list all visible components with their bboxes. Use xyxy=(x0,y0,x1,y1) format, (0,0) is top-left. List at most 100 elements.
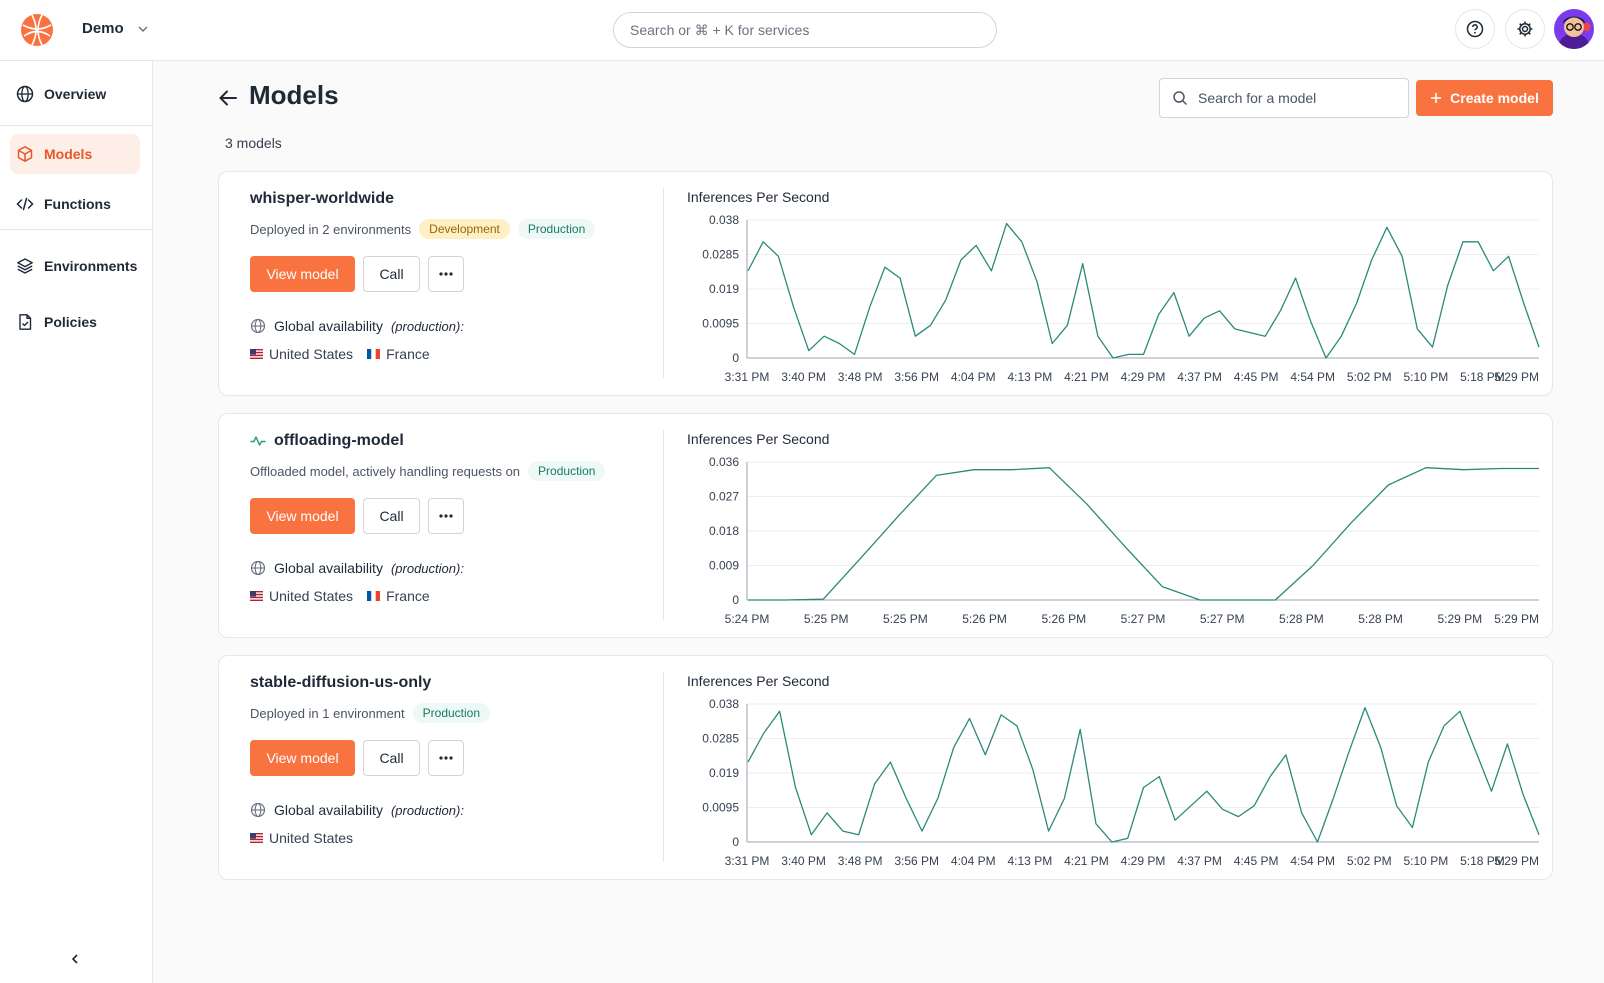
model-description: Deployed in 1 environment Production xyxy=(250,703,491,723)
x-tick-label: 4:37 PM xyxy=(1177,854,1222,868)
inferences-chart: 0 0.009 0.018 0.027 0.036 5:24 PM 5:25 PM 5:25 … xyxy=(709,455,1539,626)
availability-env: (production): xyxy=(390,318,464,334)
inferences-chart: 0 0.0095 0.019 0.0285 0.038 3:31 PM 3:40 PM 3:4… xyxy=(702,213,1540,384)
card-divider xyxy=(663,430,664,620)
card-divider xyxy=(663,188,664,378)
call-button[interactable]: Call xyxy=(363,740,420,776)
ellipsis-icon xyxy=(439,514,453,518)
x-tick-label: 4:54 PM xyxy=(1290,370,1335,384)
document-check-icon xyxy=(19,314,32,330)
more-options-button[interactable] xyxy=(428,498,464,534)
gear-icon xyxy=(1517,21,1533,37)
help-icon xyxy=(1466,20,1484,38)
model-name: whisper-worldwide xyxy=(250,190,394,208)
x-tick-label: 4:45 PM xyxy=(1234,854,1279,868)
globe-icon xyxy=(250,318,266,334)
x-tick-label: 5:10 PM xyxy=(1404,370,1449,384)
sidebar: Overview Models Functions Environments P… xyxy=(0,61,153,983)
region-name: United States xyxy=(269,346,354,362)
model-card-info: offloading-model Offloaded model, active… xyxy=(219,414,664,637)
sidebar-item-label: Overview xyxy=(44,86,107,102)
globe-icon xyxy=(16,85,34,103)
x-tick-label: 5:24 PM xyxy=(725,612,770,626)
globe-icon xyxy=(250,560,266,576)
search-icon xyxy=(1173,91,1188,106)
x-tick-label: 4:54 PM xyxy=(1290,854,1335,868)
chart-title: Inferences Per Second xyxy=(687,431,830,447)
x-tick-label: 5:02 PM xyxy=(1347,370,1392,384)
france-flag-icon xyxy=(367,349,381,359)
y-tick-label: 0.038 xyxy=(709,213,739,227)
more-options-button[interactable] xyxy=(428,740,464,776)
region-name: France xyxy=(386,588,430,604)
y-tick-label: 0.038 xyxy=(709,697,739,711)
region-list: United States France xyxy=(250,588,430,604)
availability-label: Global availability xyxy=(274,802,383,818)
x-tick-label: 5:29 PM xyxy=(1494,854,1539,868)
call-button[interactable]: Call xyxy=(363,256,420,292)
sidebar-item-overview[interactable]: Overview xyxy=(10,74,140,114)
model-search-input[interactable] xyxy=(1192,79,1406,117)
sidebar-item-policies[interactable]: Policies xyxy=(10,302,140,342)
view-model-button[interactable]: View model xyxy=(250,498,355,534)
model-name: stable-diffusion-us-only xyxy=(250,674,431,692)
call-button[interactable]: Call xyxy=(363,498,420,534)
x-tick-label: 4:13 PM xyxy=(1008,370,1053,384)
user-avatar[interactable] xyxy=(1554,9,1594,49)
region-item: United States xyxy=(250,346,353,362)
x-tick-label: 3:56 PM xyxy=(894,854,939,868)
availability-env: (production): xyxy=(390,802,464,818)
model-description-text: Offloaded model, actively handling reque… xyxy=(250,463,521,479)
sidebar-divider xyxy=(0,125,153,126)
model-name-text: whisper-worldwide xyxy=(250,190,395,207)
model-card-info: whisper-worldwide Deployed in 2 environm… xyxy=(219,172,664,395)
model-card: offloading-model Offloaded model, active… xyxy=(218,413,1553,638)
us-flag-icon xyxy=(250,833,263,843)
x-tick-label: 4:21 PM xyxy=(1064,370,1109,384)
view-model-button[interactable]: View model xyxy=(250,256,355,292)
settings-button[interactable] xyxy=(1505,9,1545,49)
x-tick-label: 4:13 PM xyxy=(1008,854,1053,868)
model-count: 3 models xyxy=(225,135,282,151)
model-description-text: Deployed in 2 environments xyxy=(250,221,412,237)
x-tick-label: 3:48 PM xyxy=(838,370,883,384)
x-tick-label: 4:04 PM xyxy=(951,370,996,384)
workspace-switcher[interactable]: Demo xyxy=(82,20,150,37)
plus-icon xyxy=(1431,93,1442,103)
global-availability: Global availability (production): xyxy=(250,560,464,576)
environment-badge-production: Production xyxy=(517,219,596,239)
more-options-button[interactable] xyxy=(428,256,464,292)
y-tick-label: 0.0095 xyxy=(702,801,739,815)
create-model-label: Create model xyxy=(1450,90,1539,106)
view-model-button[interactable]: View model xyxy=(250,740,355,776)
availability-env: (production): xyxy=(390,560,464,576)
x-tick-label: 4:45 PM xyxy=(1234,370,1279,384)
chevron-down-icon xyxy=(138,25,148,32)
global-availability: Global availability (production): xyxy=(250,318,464,334)
collapse-sidebar-button[interactable] xyxy=(65,949,85,969)
model-card: stable-diffusion-us-only Deployed in 1 e… xyxy=(218,655,1553,880)
x-tick-label: 3:56 PM xyxy=(894,370,939,384)
region-item: United States xyxy=(250,830,353,846)
model-search xyxy=(1159,78,1409,118)
region-item: France xyxy=(367,588,430,604)
region-item: France xyxy=(367,346,430,362)
x-tick-label: 5:25 PM xyxy=(804,612,849,626)
top-bar: Demo xyxy=(0,0,1604,61)
create-model-button[interactable]: Create model xyxy=(1416,80,1553,116)
model-name: offloading-model xyxy=(250,432,404,450)
y-tick-label: 0 xyxy=(732,593,739,607)
logo-icon[interactable] xyxy=(20,13,54,47)
environment-badge-production: Production xyxy=(528,461,606,481)
series-line xyxy=(747,222,1540,359)
sidebar-item-models[interactable]: Models xyxy=(10,134,140,174)
help-button[interactable] xyxy=(1455,9,1495,49)
sidebar-item-functions[interactable]: Functions xyxy=(10,184,140,224)
x-tick-label: 3:31 PM xyxy=(725,854,770,868)
y-tick-label: 0 xyxy=(732,351,739,365)
x-tick-label: 4:37 PM xyxy=(1177,370,1222,384)
back-button[interactable] xyxy=(216,84,240,112)
global-search-input[interactable] xyxy=(613,12,997,48)
sidebar-item-environments[interactable]: Environments xyxy=(10,246,140,286)
environment-badge-development: Development xyxy=(419,219,510,239)
